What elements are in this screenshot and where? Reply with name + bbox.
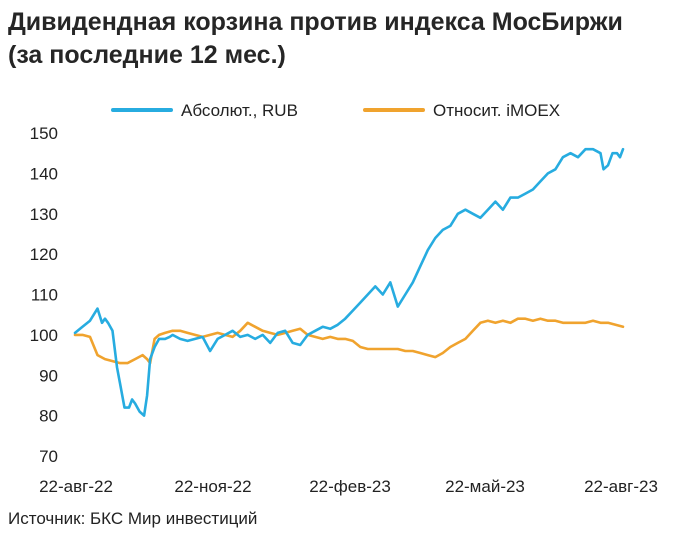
y-tick-label: 80 [39, 407, 58, 426]
series-line-relative-imoex [73, 317, 625, 365]
x-tick-label: 22-ноя-22 [174, 477, 251, 496]
legend-label: Абсолют., RUB [181, 101, 298, 120]
x-tick-label: 22-авг-22 [39, 477, 113, 496]
y-tick-label: 100 [30, 326, 58, 345]
legend-label: Относит. iMOEX [433, 101, 560, 120]
series-line-absolute-rub [73, 147, 625, 417]
x-tick-label: 22-фев-23 [309, 477, 391, 496]
x-tick-label: 22-авг-23 [584, 477, 658, 496]
series-group [73, 147, 625, 417]
source-note: Источник: БКС Мир инвестиций [8, 509, 258, 528]
y-tick-label: 110 [31, 286, 58, 305]
y-tick-label: 120 [30, 245, 58, 264]
chart-title: Дивидендная корзина против индекса МосБи… [8, 6, 692, 72]
legend: Абсолют., RUB Относит. iMOEX [111, 101, 560, 120]
y-tick-label: 130 [30, 205, 58, 224]
chart-title-line-2: (за последние 12 мес.) [8, 41, 286, 69]
x-axis-ticks: 22-авг-22 22-ноя-22 22-фев-23 22-май-23 22-а… [39, 477, 658, 496]
y-tick-label: 90 [39, 366, 58, 385]
y-tick-label: 150 [30, 124, 58, 143]
y-axis-ticks: 70 80 90 100 110 120 130 140 150 [30, 124, 58, 466]
chart-title-line-1: Дивидендная корзина против индекса МосБи… [8, 8, 623, 36]
x-tick-label: 22-май-23 [445, 477, 525, 496]
y-tick-label: 140 [30, 164, 58, 183]
y-tick-label: 70 [39, 447, 58, 466]
